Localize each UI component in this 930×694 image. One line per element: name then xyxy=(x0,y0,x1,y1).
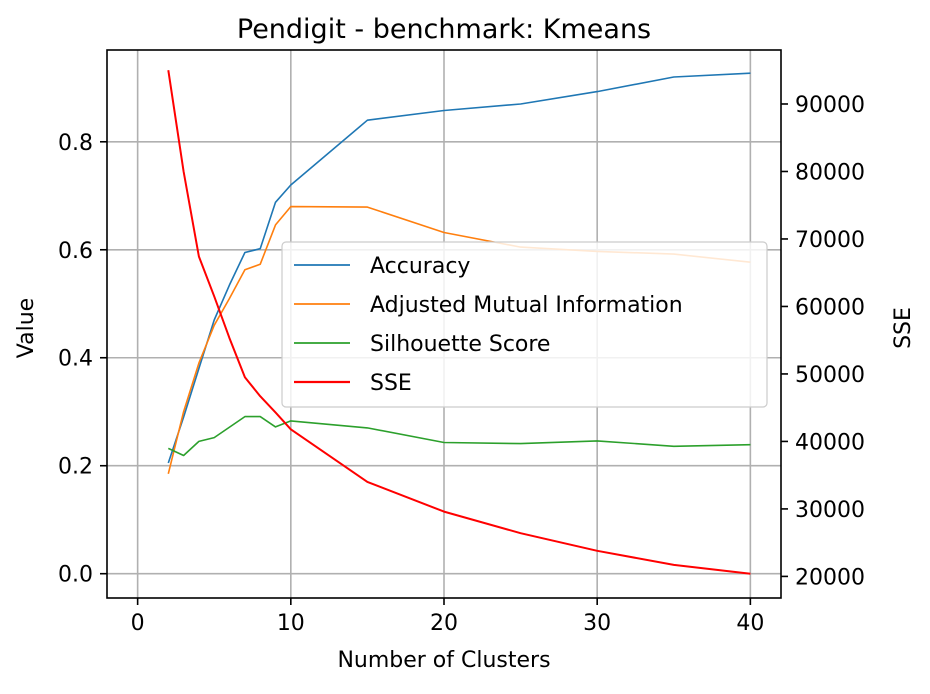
y2-tick-label: 70000 xyxy=(795,228,865,253)
y-tick-label: 0.2 xyxy=(58,455,93,480)
legend-label-silhouette-score: Silhouette Score xyxy=(370,332,550,357)
y2-tick-label: 80000 xyxy=(795,160,865,185)
legend: Accuracy Adjusted Mutual Information Silho… xyxy=(281,241,768,408)
y-tick-label: 0.0 xyxy=(58,563,93,588)
y2-tick-label: 50000 xyxy=(795,363,865,388)
legend-box xyxy=(281,241,768,408)
y-tick-label: 0.6 xyxy=(58,239,93,264)
y2-tick-label: 30000 xyxy=(795,498,865,523)
x-tick-label: 20 xyxy=(430,611,458,636)
chart-title: Pendigit - benchmark: Kmeans xyxy=(237,14,651,45)
x-tick-label: 0 xyxy=(131,611,145,636)
y2-tick-label: 40000 xyxy=(795,430,865,455)
x-axis-label: Number of Clusters xyxy=(337,648,550,673)
legend-label-sse: SSE xyxy=(370,371,412,396)
legend-label-accuracy: Accuracy xyxy=(370,254,470,279)
x-tick-label: 10 xyxy=(277,611,305,636)
y2-axis-label: SSE xyxy=(891,307,916,349)
y-tick-label: 0.8 xyxy=(58,131,93,156)
y2-tick-label: 20000 xyxy=(795,565,865,590)
x-tick-label: 40 xyxy=(736,611,764,636)
y2-tick-label: 90000 xyxy=(795,93,865,118)
series-line-sse xyxy=(167,70,751,575)
y2-tick-label: 60000 xyxy=(795,295,865,320)
ticks: 0 10 20 30 40 0.0 0.2 0.4 0.6 0.8 20000 30000 40000 5… xyxy=(58,93,865,636)
series-line-silhouette-score xyxy=(167,415,751,457)
legend-items: Accuracy Adjusted Mutual Information Silho… xyxy=(294,254,683,396)
y-axis-label: Value xyxy=(14,298,39,358)
x-tick-label: 30 xyxy=(583,611,611,636)
y-tick-label: 0.4 xyxy=(58,347,93,372)
legend-label-adjusted-mutual-information: Adjusted Mutual Information xyxy=(370,293,683,318)
